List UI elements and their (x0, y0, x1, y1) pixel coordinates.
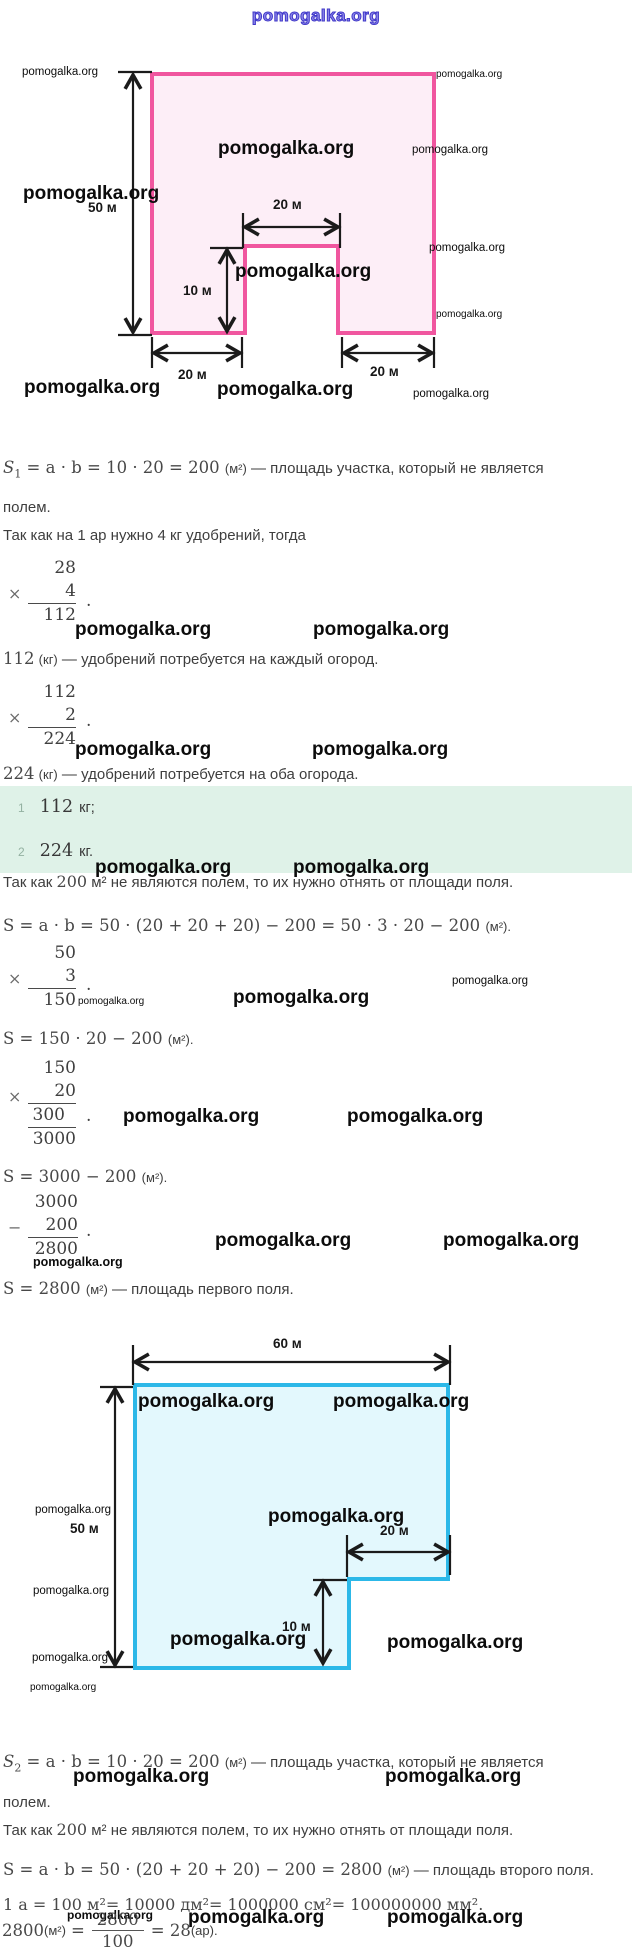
watermark: pomogalka.org (233, 987, 370, 1008)
multiply-sign: × (8, 708, 22, 727)
unit-conversion-line: 1 а = 100 м²= 10000 дм²= 1000000 см²= 10… (3, 1895, 484, 1914)
field2-diagram (133, 1383, 450, 1670)
watermark: pomogalka.org (75, 739, 212, 760)
watermark: pomogalka.org (293, 857, 430, 878)
field1-diagram (150, 72, 436, 335)
multiply-sign: × (8, 1087, 22, 1106)
minus-sign: − (8, 1218, 22, 1237)
watermark: pomogalka.org (452, 975, 529, 987)
watermark: pomogalka.org (385, 1766, 522, 1787)
answer-line-1: 1 112 кг; (18, 797, 95, 817)
fraction-2800-over-100: 2800 100 (91, 1910, 144, 1951)
formula-area-first-field: S = 2800 (м²) — площадь первого поля. (3, 1279, 294, 1298)
watermark: pomogalka.org (312, 739, 449, 760)
watermark: pomogalka.org (347, 1106, 484, 1127)
watermark: pomogalka.org (73, 1766, 210, 1787)
var-s2: S (3, 1752, 15, 1771)
watermark: pomogalka.org (75, 619, 212, 640)
watermark: pomogalka.org (387, 1907, 524, 1928)
watermark: pomogalka.org (33, 1255, 123, 1269)
field1-bottom-left-label: 20 м (178, 367, 207, 382)
field2-width-label: 60 м (273, 1336, 302, 1351)
field2-notch (347, 1577, 450, 1670)
watermark: pomogalka.org (33, 1585, 110, 1597)
var-s1: S (3, 458, 15, 477)
multiply-sign: × (8, 584, 22, 603)
watermark: pomogalka.org (170, 1629, 307, 1650)
watermark: pomogalka.org (218, 138, 355, 159)
formula-area-second-field: S = a · b = 50 · (20 + 20 + 20) − 200 = … (3, 1860, 594, 1879)
column-multiplication-28x4: × 28 4 112 . (8, 558, 92, 625)
watermark: pomogalka.org (333, 1391, 470, 1412)
watermark: pomogalka.org (24, 377, 161, 398)
column-multiplication-150x20: × 150 20 300 3000 . (8, 1058, 92, 1149)
multiply-sign: × (8, 969, 22, 988)
watermark: pomogalka.org (123, 1106, 260, 1127)
field2-notch-width-label: 20 м (380, 1523, 409, 1538)
watermark: pomogalka.org (32, 1652, 109, 1664)
note-subtract-200: Так как 200 м² не являются полем, то их … (3, 872, 514, 891)
watermark: pomogalka.org (235, 261, 372, 282)
result-224-line: 224 (кг) — удобрений потребуется на оба … (3, 764, 359, 783)
watermark: pomogalka.org (217, 379, 354, 400)
field2-notch-height-label: 10 м (282, 1619, 311, 1634)
field1-notch-height-label: 10 м (183, 283, 212, 298)
watermark: pomogalka.org (95, 857, 232, 878)
watermark: pomogalka.org (215, 1230, 352, 1251)
field2-height-label: 50 м (70, 1521, 99, 1536)
watermark: pomogalka.org (138, 1391, 275, 1412)
answer-line-2: 2 224 кг. (18, 841, 93, 861)
site-logo: pomogalka.org (251, 6, 381, 26)
field1-notch (243, 244, 340, 335)
formula-s2: S2 = a · b = 10 · 20 = 200 (м²) — площад… (3, 1752, 544, 1775)
watermark: pomogalka.org (436, 69, 503, 80)
watermark: pomogalka.org (412, 144, 489, 156)
field1-height-label: 50 м (88, 200, 117, 215)
watermark: pomogalka.org (67, 1908, 154, 1922)
watermark: pomogalka.org (429, 242, 506, 254)
answer-number: 1 (18, 801, 25, 815)
watermark: pomogalka.org (413, 388, 490, 400)
watermark: pomogalka.org (30, 1682, 97, 1693)
watermark: pomogalka.org (78, 996, 145, 1007)
formula-s1-cont: полем. (3, 499, 51, 516)
watermark: pomogalka.org (35, 1504, 112, 1516)
watermark: pomogalka.org (387, 1632, 524, 1653)
column-subtraction-3000-200: − 3000 200 2800 . (8, 1192, 92, 1259)
field1-bottom-right-label: 20 м (370, 364, 399, 379)
note-subtract-200-second: Так как 200 м² не являются полем, то их … (3, 1820, 514, 1839)
column-multiplication-112x2: × 112 2 224 . (8, 682, 92, 749)
intro-text: Так как на 1 ар нужно 4 кг удобрений, то… (3, 527, 306, 544)
column-multiplication-50x3: × 50 3 150 . (8, 943, 92, 1010)
formula-area-expanded: S = a · b = 50 · (20 + 20 + 20) − 200 = … (3, 916, 511, 935)
field1-notch-width-label: 20 м (273, 197, 302, 212)
answer-box: 1 112 кг; 2 224 кг. (0, 786, 632, 873)
watermark: pomogalka.org (22, 66, 99, 78)
formula-area-150x20: S = 150 · 20 − 200 (м²). (3, 1029, 194, 1048)
watermark: pomogalka.org (443, 1230, 580, 1251)
watermark: pomogalka.org (188, 1907, 325, 1928)
watermark: pomogalka.org (23, 183, 160, 204)
formula-conversion-to-ares: 2800 (м²) = 2800 100 = 28 (ар). (2, 1910, 218, 1951)
answer-number: 2 (18, 845, 25, 859)
formula-s1: S1 = a · b = 10 · 20 = 200 (м²) — площад… (3, 458, 544, 481)
formula-area-3000: S = 3000 − 200 (м²). (3, 1167, 168, 1186)
watermark: pomogalka.org (313, 619, 450, 640)
result-112-line: 112 (кг) — удобрений потребуется на кажд… (3, 649, 379, 668)
formula-s2-cont: полем. (3, 1794, 51, 1811)
watermark: pomogalka.org (268, 1506, 405, 1527)
watermark: pomogalka.org (436, 309, 503, 320)
